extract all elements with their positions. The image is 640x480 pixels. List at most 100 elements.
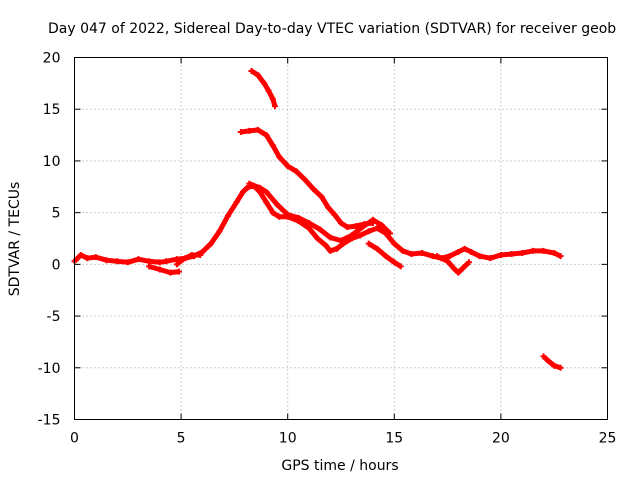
y-tick-label: 15 bbox=[43, 102, 61, 118]
data-point bbox=[544, 357, 551, 364]
data-point bbox=[276, 153, 283, 160]
x-axis-label: GPS time / hours bbox=[281, 458, 398, 474]
data-point bbox=[246, 127, 253, 134]
data-point bbox=[254, 126, 261, 133]
data-point bbox=[276, 213, 283, 220]
data-point bbox=[254, 72, 261, 79]
data-point bbox=[459, 265, 466, 272]
series-dip-near-4h bbox=[148, 263, 180, 276]
data-point bbox=[246, 180, 253, 187]
data-point bbox=[197, 252, 204, 259]
data-point bbox=[146, 263, 153, 270]
data-point bbox=[84, 255, 91, 262]
data-point bbox=[306, 219, 313, 226]
data-point bbox=[365, 228, 372, 235]
data-point bbox=[391, 240, 398, 247]
data-point bbox=[551, 249, 558, 256]
data-point bbox=[306, 225, 313, 232]
data-point bbox=[316, 226, 323, 233]
x-tick-label: 15 bbox=[385, 431, 403, 447]
data-point bbox=[557, 253, 564, 260]
series-main-lower bbox=[72, 183, 562, 265]
data-point bbox=[540, 247, 547, 254]
data-point bbox=[263, 199, 270, 206]
data-point bbox=[540, 353, 547, 360]
data-point bbox=[114, 258, 121, 265]
plot-frame bbox=[74, 57, 608, 420]
x-tick-label: 10 bbox=[279, 431, 297, 447]
data-point bbox=[263, 132, 270, 139]
data-point bbox=[135, 256, 142, 263]
data-point bbox=[369, 216, 376, 223]
data-point bbox=[323, 242, 330, 249]
data-point bbox=[325, 204, 332, 211]
data-point bbox=[359, 224, 366, 231]
y-tick-label: 10 bbox=[43, 154, 61, 170]
data-point bbox=[408, 251, 415, 258]
x-tick-label: 20 bbox=[492, 431, 510, 447]
data-point bbox=[284, 211, 291, 218]
y-tick-label: 20 bbox=[43, 51, 61, 67]
x-tick-label: 0 bbox=[70, 431, 79, 447]
data-point bbox=[382, 253, 389, 260]
data-point bbox=[519, 249, 526, 256]
data-point bbox=[551, 362, 558, 369]
data-point bbox=[465, 259, 472, 266]
data-point bbox=[333, 245, 340, 252]
y-ticks: -15 -10 -5 0 5 10 15 20 bbox=[38, 51, 608, 429]
data-point bbox=[216, 228, 223, 235]
y-tick-label: 5 bbox=[52, 206, 61, 222]
data-point bbox=[444, 258, 451, 265]
data-point bbox=[461, 245, 468, 252]
series-layer bbox=[71, 67, 564, 371]
data-point bbox=[476, 253, 483, 260]
data-point bbox=[156, 259, 163, 266]
data-point bbox=[233, 199, 240, 206]
data-point bbox=[237, 128, 244, 135]
data-point bbox=[529, 247, 536, 254]
series-late-negative bbox=[541, 354, 562, 371]
data-point bbox=[256, 184, 263, 191]
data-point bbox=[374, 225, 381, 232]
data-point bbox=[450, 265, 457, 272]
data-point bbox=[146, 258, 153, 265]
data-point bbox=[374, 245, 381, 252]
data-point bbox=[508, 251, 515, 258]
data-point bbox=[433, 253, 440, 260]
data-point bbox=[225, 212, 232, 219]
data-point bbox=[269, 209, 276, 216]
data-point bbox=[446, 253, 453, 260]
data-point bbox=[419, 249, 426, 256]
data-point bbox=[344, 224, 351, 231]
y-tick-label: -5 bbox=[47, 309, 61, 325]
data-point bbox=[295, 214, 302, 221]
data-point bbox=[331, 211, 338, 218]
data-point bbox=[173, 261, 180, 268]
data-point bbox=[348, 232, 355, 239]
data-point bbox=[301, 176, 308, 183]
y-tick-label: 0 bbox=[52, 257, 61, 273]
series-segment-near-5h bbox=[175, 252, 201, 267]
chart-title: Day 047 of 2022, Sidereal Day-to-day VTE… bbox=[48, 21, 616, 37]
data-point bbox=[269, 95, 276, 102]
data-point bbox=[207, 240, 214, 247]
data-point bbox=[455, 248, 462, 255]
data-point bbox=[487, 255, 494, 262]
data-point bbox=[239, 188, 246, 195]
data-point bbox=[156, 266, 163, 273]
series-dip-near-18h bbox=[435, 253, 471, 276]
data-point bbox=[314, 235, 321, 242]
data-point bbox=[455, 269, 462, 276]
data-point bbox=[248, 67, 255, 74]
data-point bbox=[365, 240, 372, 247]
data-point bbox=[175, 268, 182, 275]
data-point bbox=[378, 222, 385, 229]
data-point bbox=[274, 201, 281, 208]
data-point bbox=[387, 230, 394, 237]
data-point bbox=[357, 232, 364, 239]
data-point bbox=[318, 194, 325, 201]
y-axis-label: SDTVAR / TECUs bbox=[7, 182, 23, 297]
data-point bbox=[497, 252, 504, 259]
x-tick-label: 5 bbox=[177, 431, 186, 447]
data-point bbox=[77, 252, 84, 259]
